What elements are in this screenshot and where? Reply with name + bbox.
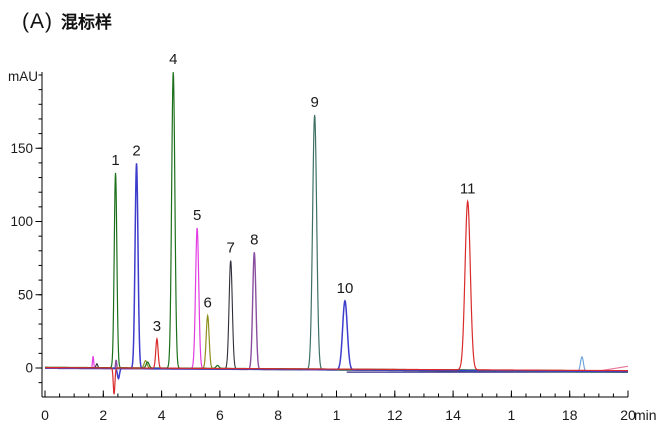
svg-text:3: 3	[153, 318, 161, 335]
svg-text:4: 4	[158, 407, 166, 423]
chart-title-text: 混标样	[61, 13, 112, 32]
svg-text:1: 1	[333, 407, 341, 423]
trace-magenta	[45, 227, 628, 372]
trace-blue	[44, 163, 629, 380]
trace-red	[45, 199, 628, 395]
traces	[44, 72, 629, 395]
svg-text:2: 2	[99, 407, 107, 423]
svg-text:11: 11	[460, 180, 476, 197]
svg-text:8: 8	[274, 407, 282, 423]
axes	[35, 72, 629, 398]
svg-text:6: 6	[203, 295, 211, 312]
svg-text:20: 20	[620, 407, 636, 423]
svg-text:9: 9	[310, 94, 318, 111]
svg-text:50: 50	[18, 287, 33, 302]
chart-title: (A) 混标样	[22, 8, 112, 34]
svg-text:8: 8	[250, 231, 258, 248]
svg-text:12: 12	[387, 407, 403, 423]
svg-text:150: 150	[10, 141, 33, 156]
svg-text:18: 18	[562, 407, 578, 423]
svg-text:10: 10	[337, 280, 354, 297]
svg-text:6: 6	[216, 407, 224, 423]
svg-text:1: 1	[111, 152, 119, 169]
svg-text:100: 100	[10, 214, 33, 229]
svg-text:1: 1	[508, 407, 516, 423]
svg-text:min: min	[634, 407, 657, 423]
svg-text:0: 0	[41, 407, 49, 423]
svg-text:0: 0	[25, 361, 33, 376]
trace-green	[45, 72, 628, 372]
svg-text:5: 5	[193, 207, 201, 224]
chart-title-prefix: (A)	[22, 10, 53, 33]
svg-text:4: 4	[169, 51, 177, 68]
svg-text:14: 14	[445, 407, 461, 423]
svg-text:mAU: mAU	[8, 69, 38, 84]
svg-text:7: 7	[227, 240, 235, 257]
peak-labels: 6 5 7 8 9 1 4 2 10 3 11	[111, 51, 475, 335]
svg-text:2: 2	[132, 142, 140, 159]
